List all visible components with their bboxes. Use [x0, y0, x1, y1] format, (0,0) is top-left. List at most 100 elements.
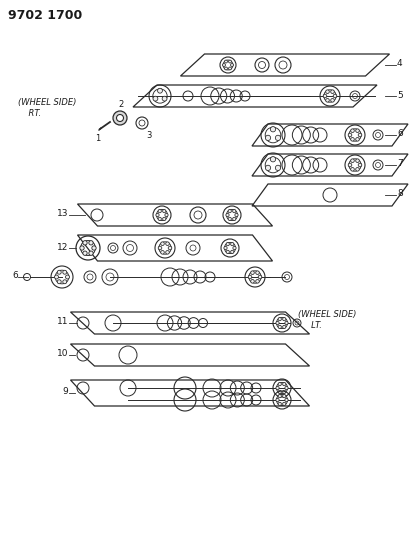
Circle shape [351, 167, 354, 171]
Circle shape [256, 271, 259, 274]
Circle shape [283, 402, 286, 406]
Circle shape [226, 251, 229, 254]
Circle shape [161, 251, 164, 254]
Circle shape [331, 99, 334, 102]
Circle shape [356, 138, 359, 141]
Circle shape [65, 275, 69, 279]
Circle shape [223, 63, 226, 67]
Circle shape [333, 94, 337, 98]
Circle shape [92, 246, 96, 250]
Circle shape [157, 88, 162, 93]
Text: 7: 7 [397, 159, 403, 168]
Circle shape [224, 60, 227, 63]
Text: 5: 5 [397, 91, 403, 100]
Circle shape [278, 318, 282, 321]
Circle shape [256, 279, 259, 283]
Circle shape [224, 246, 227, 249]
Text: (WHEEL SIDE)
    RT.: (WHEEL SIDE) RT. [18, 98, 76, 118]
Circle shape [55, 275, 58, 279]
Circle shape [163, 209, 166, 213]
Circle shape [233, 209, 236, 213]
Circle shape [89, 251, 93, 255]
Circle shape [278, 402, 282, 406]
Circle shape [113, 111, 127, 125]
Text: 9702 1700: 9702 1700 [8, 9, 82, 22]
Text: 11: 11 [56, 318, 68, 327]
Circle shape [83, 240, 87, 245]
Circle shape [233, 217, 236, 221]
Circle shape [80, 246, 84, 250]
Circle shape [251, 271, 254, 274]
Circle shape [226, 213, 229, 216]
Text: 6: 6 [397, 130, 403, 139]
Circle shape [351, 138, 354, 141]
Circle shape [231, 251, 234, 254]
Circle shape [162, 96, 167, 101]
Circle shape [278, 390, 282, 393]
Circle shape [251, 279, 254, 283]
Circle shape [229, 60, 231, 63]
Text: 10: 10 [56, 350, 68, 359]
Circle shape [356, 167, 359, 171]
Circle shape [283, 325, 286, 328]
Text: 8: 8 [397, 190, 403, 198]
Circle shape [166, 251, 169, 254]
Circle shape [276, 321, 279, 325]
Circle shape [258, 275, 262, 279]
Circle shape [168, 246, 172, 250]
Circle shape [161, 242, 164, 246]
Text: 9: 9 [62, 387, 68, 397]
Circle shape [356, 159, 359, 163]
Circle shape [326, 90, 329, 93]
Circle shape [163, 217, 166, 221]
Circle shape [278, 325, 282, 328]
Circle shape [158, 246, 162, 250]
Circle shape [356, 129, 359, 133]
Circle shape [63, 280, 67, 284]
Circle shape [89, 240, 93, 245]
Circle shape [266, 165, 271, 171]
Circle shape [348, 163, 352, 167]
Circle shape [351, 159, 354, 163]
Circle shape [278, 383, 282, 386]
Text: 3: 3 [146, 131, 151, 140]
Text: 2: 2 [118, 100, 124, 109]
Circle shape [57, 280, 61, 284]
Circle shape [285, 386, 288, 390]
Circle shape [275, 165, 281, 171]
Circle shape [348, 133, 352, 137]
Circle shape [116, 115, 123, 122]
Circle shape [283, 390, 286, 393]
Circle shape [63, 270, 67, 274]
Text: 12: 12 [57, 243, 68, 252]
Circle shape [285, 398, 288, 402]
Circle shape [358, 163, 362, 167]
Circle shape [229, 67, 231, 70]
Circle shape [235, 213, 238, 216]
Circle shape [283, 394, 286, 398]
Circle shape [248, 275, 252, 279]
Circle shape [270, 157, 276, 162]
Circle shape [224, 67, 227, 70]
Circle shape [326, 99, 329, 102]
Text: 4: 4 [397, 60, 403, 69]
Circle shape [57, 270, 61, 274]
Circle shape [166, 242, 169, 246]
Circle shape [283, 318, 286, 321]
Circle shape [158, 217, 162, 221]
Circle shape [228, 217, 231, 221]
Circle shape [231, 243, 234, 246]
Circle shape [331, 90, 334, 93]
Circle shape [153, 96, 158, 101]
Circle shape [226, 243, 229, 246]
Circle shape [275, 135, 281, 141]
Circle shape [158, 209, 162, 213]
Circle shape [285, 321, 288, 325]
Circle shape [270, 127, 276, 132]
Circle shape [323, 94, 327, 98]
Text: 13: 13 [56, 209, 68, 219]
Circle shape [165, 213, 168, 216]
Circle shape [278, 394, 282, 398]
Text: 1: 1 [95, 134, 101, 143]
Text: 6: 6 [12, 271, 18, 280]
